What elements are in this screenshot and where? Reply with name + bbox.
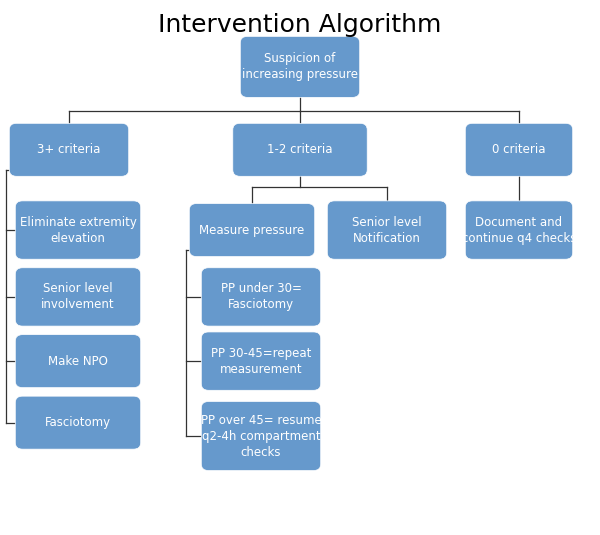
Text: PP under 30=
Fasciotomy: PP under 30= Fasciotomy bbox=[221, 282, 301, 311]
Text: Measure pressure: Measure pressure bbox=[199, 224, 305, 236]
Text: Senior level
involvement: Senior level involvement bbox=[41, 282, 115, 311]
Text: Suspicion of
increasing pressure: Suspicion of increasing pressure bbox=[242, 52, 358, 81]
Text: Fasciotomy: Fasciotomy bbox=[45, 416, 111, 429]
Text: Eliminate extremity
elevation: Eliminate extremity elevation bbox=[20, 216, 136, 244]
FancyBboxPatch shape bbox=[233, 123, 367, 177]
FancyBboxPatch shape bbox=[202, 401, 320, 471]
FancyBboxPatch shape bbox=[202, 268, 320, 326]
FancyBboxPatch shape bbox=[16, 335, 140, 387]
FancyBboxPatch shape bbox=[202, 332, 320, 391]
Text: 3+ criteria: 3+ criteria bbox=[37, 143, 101, 156]
FancyBboxPatch shape bbox=[16, 396, 140, 449]
FancyBboxPatch shape bbox=[466, 123, 572, 177]
Text: Intervention Algorithm: Intervention Algorithm bbox=[158, 13, 442, 37]
FancyBboxPatch shape bbox=[190, 204, 314, 257]
FancyBboxPatch shape bbox=[16, 268, 140, 326]
FancyBboxPatch shape bbox=[328, 201, 446, 259]
Text: Senior level
Notification: Senior level Notification bbox=[352, 216, 422, 244]
Text: PP 30-45=repeat
measurement: PP 30-45=repeat measurement bbox=[211, 347, 311, 376]
Text: Document and
continue q4 checks: Document and continue q4 checks bbox=[462, 216, 576, 244]
Text: 1-2 criteria: 1-2 criteria bbox=[267, 143, 333, 156]
Text: PP over 45= resume
q2-4h compartment
checks: PP over 45= resume q2-4h compartment che… bbox=[200, 414, 322, 458]
Text: 0 criteria: 0 criteria bbox=[492, 143, 546, 156]
FancyBboxPatch shape bbox=[10, 123, 128, 177]
FancyBboxPatch shape bbox=[16, 201, 140, 259]
FancyBboxPatch shape bbox=[240, 36, 359, 97]
Text: Make NPO: Make NPO bbox=[48, 355, 108, 368]
FancyBboxPatch shape bbox=[466, 201, 572, 259]
